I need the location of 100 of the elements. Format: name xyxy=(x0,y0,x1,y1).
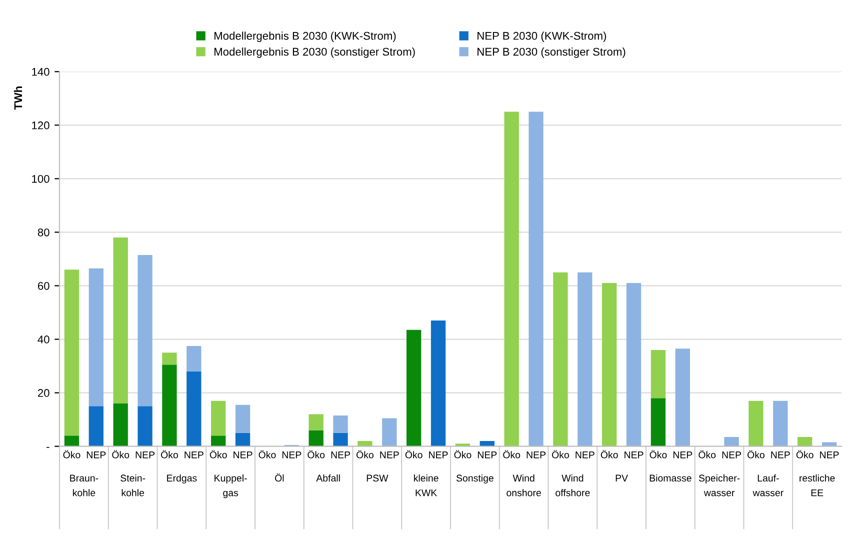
x-tick-label: NEP xyxy=(380,452,399,458)
bar xyxy=(528,112,544,446)
bar xyxy=(88,268,104,406)
x-tick-label: NEP xyxy=(722,452,742,458)
bar xyxy=(162,364,177,446)
y-tick-label: 120 xyxy=(32,121,50,130)
y-tick-label: 80 xyxy=(38,228,50,236)
bar xyxy=(64,436,80,446)
bar xyxy=(626,283,642,446)
bar xyxy=(748,400,764,446)
bar xyxy=(553,272,568,446)
text: Wind offshore xyxy=(556,474,590,496)
bar xyxy=(333,416,348,433)
x-tick-label: NEP xyxy=(673,452,692,458)
y-tick-label: 40 xyxy=(38,336,50,344)
x-tick-label: Öko xyxy=(698,450,716,458)
x-tick-label: NEP xyxy=(771,452,790,458)
text: Erdgas xyxy=(167,474,197,484)
bar xyxy=(578,272,592,446)
y-tick-label: 20 xyxy=(38,389,50,397)
x-tick-label: Öko xyxy=(258,450,276,458)
text: Speicher- wasser xyxy=(698,474,740,496)
bar xyxy=(650,398,666,446)
bar xyxy=(602,283,617,446)
text: restliche EE xyxy=(800,474,835,496)
bar xyxy=(186,371,202,446)
text: Stein- kohle xyxy=(120,474,146,496)
x-tick-label: Öko xyxy=(503,450,520,458)
legend-label: NEP B 2030 (sonstiger Strom) xyxy=(478,48,626,58)
y-tick-label: 100 xyxy=(32,174,50,183)
text: Biomasse xyxy=(650,474,692,482)
bar xyxy=(88,406,104,446)
x-tick-label: Öko xyxy=(308,450,325,458)
y-axis-title: TWh xyxy=(14,86,22,110)
x-tick-label: Öko xyxy=(63,450,80,458)
bar xyxy=(650,350,666,398)
bar xyxy=(773,400,788,446)
x-tick-label: NEP xyxy=(478,452,497,458)
x-tick-label: Öko xyxy=(112,450,130,458)
x-tick-label: Öko xyxy=(600,450,618,458)
bar xyxy=(138,406,152,446)
bar xyxy=(430,320,446,446)
x-tick-label: Öko xyxy=(796,450,814,458)
x-tick-label: Öko xyxy=(650,450,667,458)
bar xyxy=(235,404,250,433)
x-tick-label: NEP xyxy=(282,452,302,458)
bar xyxy=(455,444,470,446)
text: Kuppel- gas xyxy=(214,474,247,498)
bar xyxy=(504,112,519,446)
x-tick-label: Öko xyxy=(552,450,569,458)
text: Sonstige xyxy=(456,474,494,484)
bar xyxy=(211,436,226,446)
bar xyxy=(675,348,690,446)
x-tick-label: NEP xyxy=(429,452,448,458)
text: Braun- kohle xyxy=(70,474,98,496)
x-tick-label: NEP xyxy=(184,452,204,458)
y-tick-label: - xyxy=(46,446,50,448)
text: PSW xyxy=(366,474,388,482)
text: Abfall xyxy=(316,474,340,482)
text: PV xyxy=(616,474,628,482)
x-tick-label: Öko xyxy=(748,450,764,458)
x-tick-label: NEP xyxy=(136,452,155,458)
bar xyxy=(64,270,80,436)
legend-label: NEP B 2030 (KWK-Strom) xyxy=(478,32,606,42)
x-tick-label: NEP xyxy=(576,452,594,458)
bar xyxy=(480,440,494,446)
text: kleine KWK xyxy=(414,474,438,496)
bar xyxy=(113,403,128,446)
x-tick-label: Öko xyxy=(356,450,374,458)
bar xyxy=(406,330,422,446)
text: Lauf- wasser xyxy=(752,474,784,496)
text: Wind onshore xyxy=(506,474,541,496)
text: Öl xyxy=(275,473,284,482)
x-tick-label: Öko xyxy=(454,450,472,458)
bar xyxy=(358,440,372,446)
bar xyxy=(333,432,348,446)
x-tick-label: NEP xyxy=(526,452,546,458)
x-tick-label: NEP xyxy=(624,452,644,458)
x-tick-label: Öko xyxy=(210,450,227,458)
x-tick-label: Öko xyxy=(161,450,178,458)
y-tick-label: 140 xyxy=(32,68,50,76)
x-tick-label: Öko xyxy=(405,450,422,458)
legend-label: Modellergebnis B 2030 (sonstiger Strom) xyxy=(214,48,415,58)
x-tick-label: NEP xyxy=(86,452,106,458)
bar xyxy=(308,430,324,446)
bar xyxy=(211,400,226,436)
x-tick-label: NEP xyxy=(331,452,350,458)
bar xyxy=(382,418,397,446)
bar xyxy=(138,254,152,406)
bar xyxy=(186,346,202,372)
bar xyxy=(724,436,739,446)
bar xyxy=(308,414,324,430)
y-tick-label: 60 xyxy=(38,282,50,290)
bar xyxy=(235,432,250,446)
x-tick-label: NEP xyxy=(820,452,839,458)
bar xyxy=(162,352,177,365)
legend-label: Modellergebnis B 2030 (KWK-Strom) xyxy=(214,32,396,42)
bar xyxy=(798,436,812,446)
x-tick-label: NEP xyxy=(234,452,252,458)
bar xyxy=(113,238,128,404)
